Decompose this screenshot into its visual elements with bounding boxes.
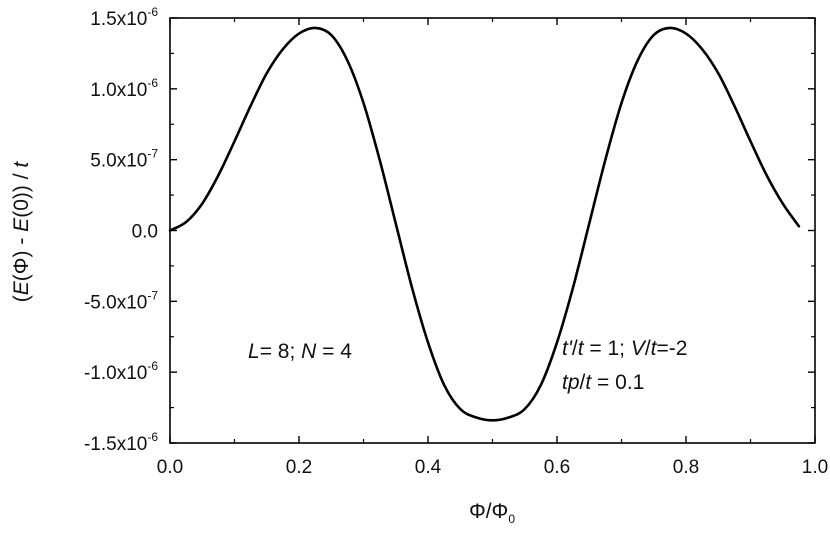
- y-tick-exponent: -6: [147, 359, 158, 373]
- x-tick-label: 0.6: [544, 457, 570, 478]
- y-tick-exponent: -6: [147, 5, 158, 19]
- series-group: [168, 26, 801, 422]
- x-axis-title: Φ/Φ0: [469, 500, 515, 526]
- y-tick-label: 0.0: [132, 222, 158, 243]
- y-tick-mantissa: -1.0x10: [84, 363, 147, 384]
- x-tick-label: 0.2: [286, 457, 312, 478]
- y-axis-title: (E(Φ) - E(0)) / t: [10, 161, 33, 303]
- y-tick-exponent: -7: [147, 288, 158, 302]
- y-tick-label: -5.0x10-7: [84, 288, 158, 313]
- annotation-params-right-2: tp/t = 0.1: [562, 371, 644, 394]
- y-tick-mantissa: 0.0: [132, 222, 158, 243]
- y-tick-exponent: -6: [147, 430, 158, 444]
- y-tick-mantissa: -1.5x10: [84, 434, 147, 455]
- y-tick-mantissa: -5.0x10: [84, 292, 147, 313]
- y-tick-label: -1.5x10-6: [84, 430, 158, 455]
- x-tick-label: 0.4: [415, 457, 442, 478]
- series-line: [168, 26, 801, 422]
- y-tick-label: 5.0x10-7: [90, 147, 158, 172]
- y-tick-label: 1.0x10-6: [90, 76, 158, 101]
- y-tick-label: -1.0x10-6: [84, 359, 158, 384]
- x-tick-label: 1.0: [802, 457, 828, 478]
- annotation-params-right-1: t'/t = 1; V/t=-2: [562, 337, 687, 360]
- y-tick-exponent: -7: [147, 147, 158, 161]
- x-tick-label: 0.8: [673, 457, 699, 478]
- y-tick-mantissa: 1.5x10: [90, 9, 147, 30]
- y-tick-exponent: -6: [147, 76, 158, 90]
- x-tick-label: 0.0: [157, 457, 183, 478]
- annotation-params-left: L= 8; N = 4: [248, 340, 352, 363]
- y-tick-label: 1.5x10-6: [90, 5, 158, 30]
- x-ticks: 0.0 0.2 0.4 0.6 0.8 1.0: [157, 18, 828, 478]
- y-tick-mantissa: 5.0x10: [90, 151, 147, 172]
- y-tick-mantissa: 1.0x10: [90, 80, 147, 101]
- plot-frame: [169, 17, 816, 444]
- y-ticks: 1.5x10-61.0x10-65.0x10-70.0-5.0x10-7-1.0…: [84, 5, 815, 455]
